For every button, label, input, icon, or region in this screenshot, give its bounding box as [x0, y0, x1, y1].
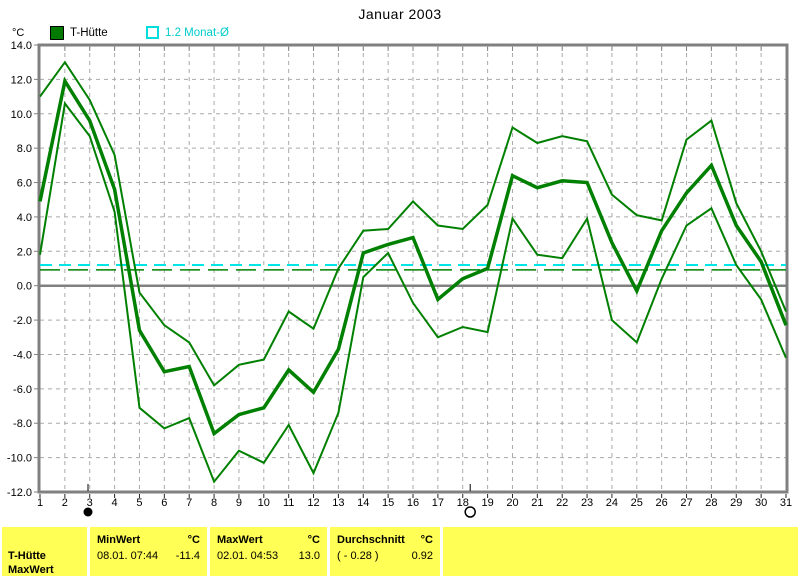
plot-border: [37, 43, 789, 494]
temperature-line-chart: 14.0 12.0 10.0 8.0 6.0 4.0 2.0 0.0 -2.0 -4.0 -6.0 -…: [7, 40, 792, 518]
svg-text:1: 1: [37, 497, 43, 509]
status-cell-minwert: MinWert °C 08.01. 07:44 -11.4: [90, 527, 207, 576]
svg-text:19: 19: [481, 497, 493, 509]
svg-text:7: 7: [186, 497, 192, 509]
svg-text:0.0: 0.0: [17, 281, 32, 293]
svg-text:12: 12: [307, 497, 319, 509]
legend-label-t-huette: T-Hütte: [70, 27, 108, 39]
maxwert-value: 13.0: [298, 550, 320, 562]
status-cell-durchschnitt: Durchschnitt °C ( - 0.28 ) 0.92: [330, 527, 440, 576]
svg-text:29: 29: [730, 497, 742, 509]
svg-text:18: 18: [457, 497, 469, 509]
status-cell-empty: [443, 527, 798, 576]
svg-text:6.0: 6.0: [17, 178, 32, 190]
full-moon-icon: [464, 506, 476, 518]
svg-text:15: 15: [382, 497, 394, 509]
svg-text:22: 22: [556, 497, 568, 509]
svg-text:10.0: 10.0: [11, 109, 32, 121]
durchschnitt-value: 0.92: [411, 550, 433, 562]
grid-lines: [40, 45, 786, 492]
svg-text:12.0: 12.0: [11, 74, 32, 86]
svg-text:3: 3: [87, 497, 93, 509]
legend-item-monat-avg: 1.2 Monat-Ø: [146, 26, 229, 39]
minwert-header: MinWert: [97, 534, 141, 546]
svg-text:27: 27: [680, 497, 692, 509]
durchschnitt-header: Durchschnitt: [337, 534, 405, 546]
durchschnitt-deviation: ( - 0.28 ): [337, 550, 379, 562]
svg-text:23: 23: [581, 497, 593, 509]
legend-label-monat-avg: 1.2 Monat-Ø: [165, 26, 229, 39]
svg-text:30: 30: [755, 497, 767, 509]
new-moon-icon: [83, 507, 93, 517]
status-bar: T-Hütte MaxWert MinWert °C 08.01. 07:44 …: [0, 525, 800, 578]
minwert-value: -11.4: [175, 550, 200, 562]
durchschnitt-unit: °C: [420, 534, 433, 546]
svg-text:13: 13: [332, 497, 344, 509]
svg-text:14: 14: [357, 497, 369, 509]
station-name: T-Hütte: [8, 550, 46, 562]
svg-text:-4.0: -4.0: [13, 349, 32, 361]
daily-max-line: [39, 60, 787, 387]
maxwert-header: MaxWert: [217, 534, 263, 546]
svg-text:2.0: 2.0: [17, 246, 32, 258]
station-subline: MaxWert: [8, 564, 54, 576]
daily-mean-line: [38, 76, 788, 437]
svg-text:6: 6: [161, 497, 167, 509]
axis-ticks: [34, 44, 787, 498]
svg-text:-12.0: -12.0: [7, 487, 32, 499]
svg-text:4: 4: [112, 497, 118, 509]
svg-text:5: 5: [136, 497, 142, 509]
y-axis-labels: 14.0 12.0 10.0 8.0 6.0 4.0 2.0 0.0 -2.0 -4.0 -6.0 -…: [7, 40, 32, 499]
svg-text:10: 10: [258, 497, 270, 509]
svg-text:2: 2: [62, 497, 68, 509]
svg-text:16: 16: [407, 497, 419, 509]
page-title: Januar 2003: [358, 6, 442, 22]
svg-text:11: 11: [283, 497, 294, 509]
svg-text:26: 26: [656, 497, 668, 509]
open-square-icon: [146, 26, 159, 39]
svg-text:25: 25: [631, 497, 643, 509]
svg-text:31: 31: [780, 497, 792, 509]
svg-text:-2.0: -2.0: [13, 315, 32, 327]
svg-text:-6.0: -6.0: [13, 384, 32, 396]
daily-min-line: [39, 101, 787, 484]
svg-text:-10.0: -10.0: [7, 453, 32, 465]
svg-text:24: 24: [606, 497, 618, 509]
svg-text:9: 9: [236, 497, 242, 509]
svg-text:-8.0: -8.0: [13, 418, 32, 430]
svg-text:28: 28: [705, 497, 717, 509]
svg-text:4.0: 4.0: [17, 212, 32, 224]
svg-text:8: 8: [211, 497, 217, 509]
svg-text:20: 20: [506, 497, 518, 509]
x-axis-labels: 1 2 3 4 5 6 7 8 9 10 11 12 13 14 15 16 17 18 19 20 21 22 23 24 2…: [37, 497, 792, 509]
legend-item-t-huette: T-Hütte: [50, 26, 108, 40]
filled-square-icon: [50, 26, 64, 40]
y-axis-unit-label: °C: [12, 27, 25, 39]
svg-text:8.0: 8.0: [17, 143, 32, 155]
minwert-datetime: 08.01. 07:44: [97, 550, 159, 562]
status-cell-station: T-Hütte MaxWert: [2, 527, 87, 576]
svg-text:21: 21: [531, 497, 543, 509]
maxwert-datetime: 02.01. 04:53: [217, 550, 279, 562]
svg-text:17: 17: [432, 497, 444, 509]
minwert-unit: °C: [187, 534, 200, 546]
svg-text:14.0: 14.0: [11, 40, 32, 52]
maxwert-unit: °C: [307, 534, 320, 546]
status-cell-maxwert: MaxWert °C 02.01. 04:53 13.0: [210, 527, 327, 576]
